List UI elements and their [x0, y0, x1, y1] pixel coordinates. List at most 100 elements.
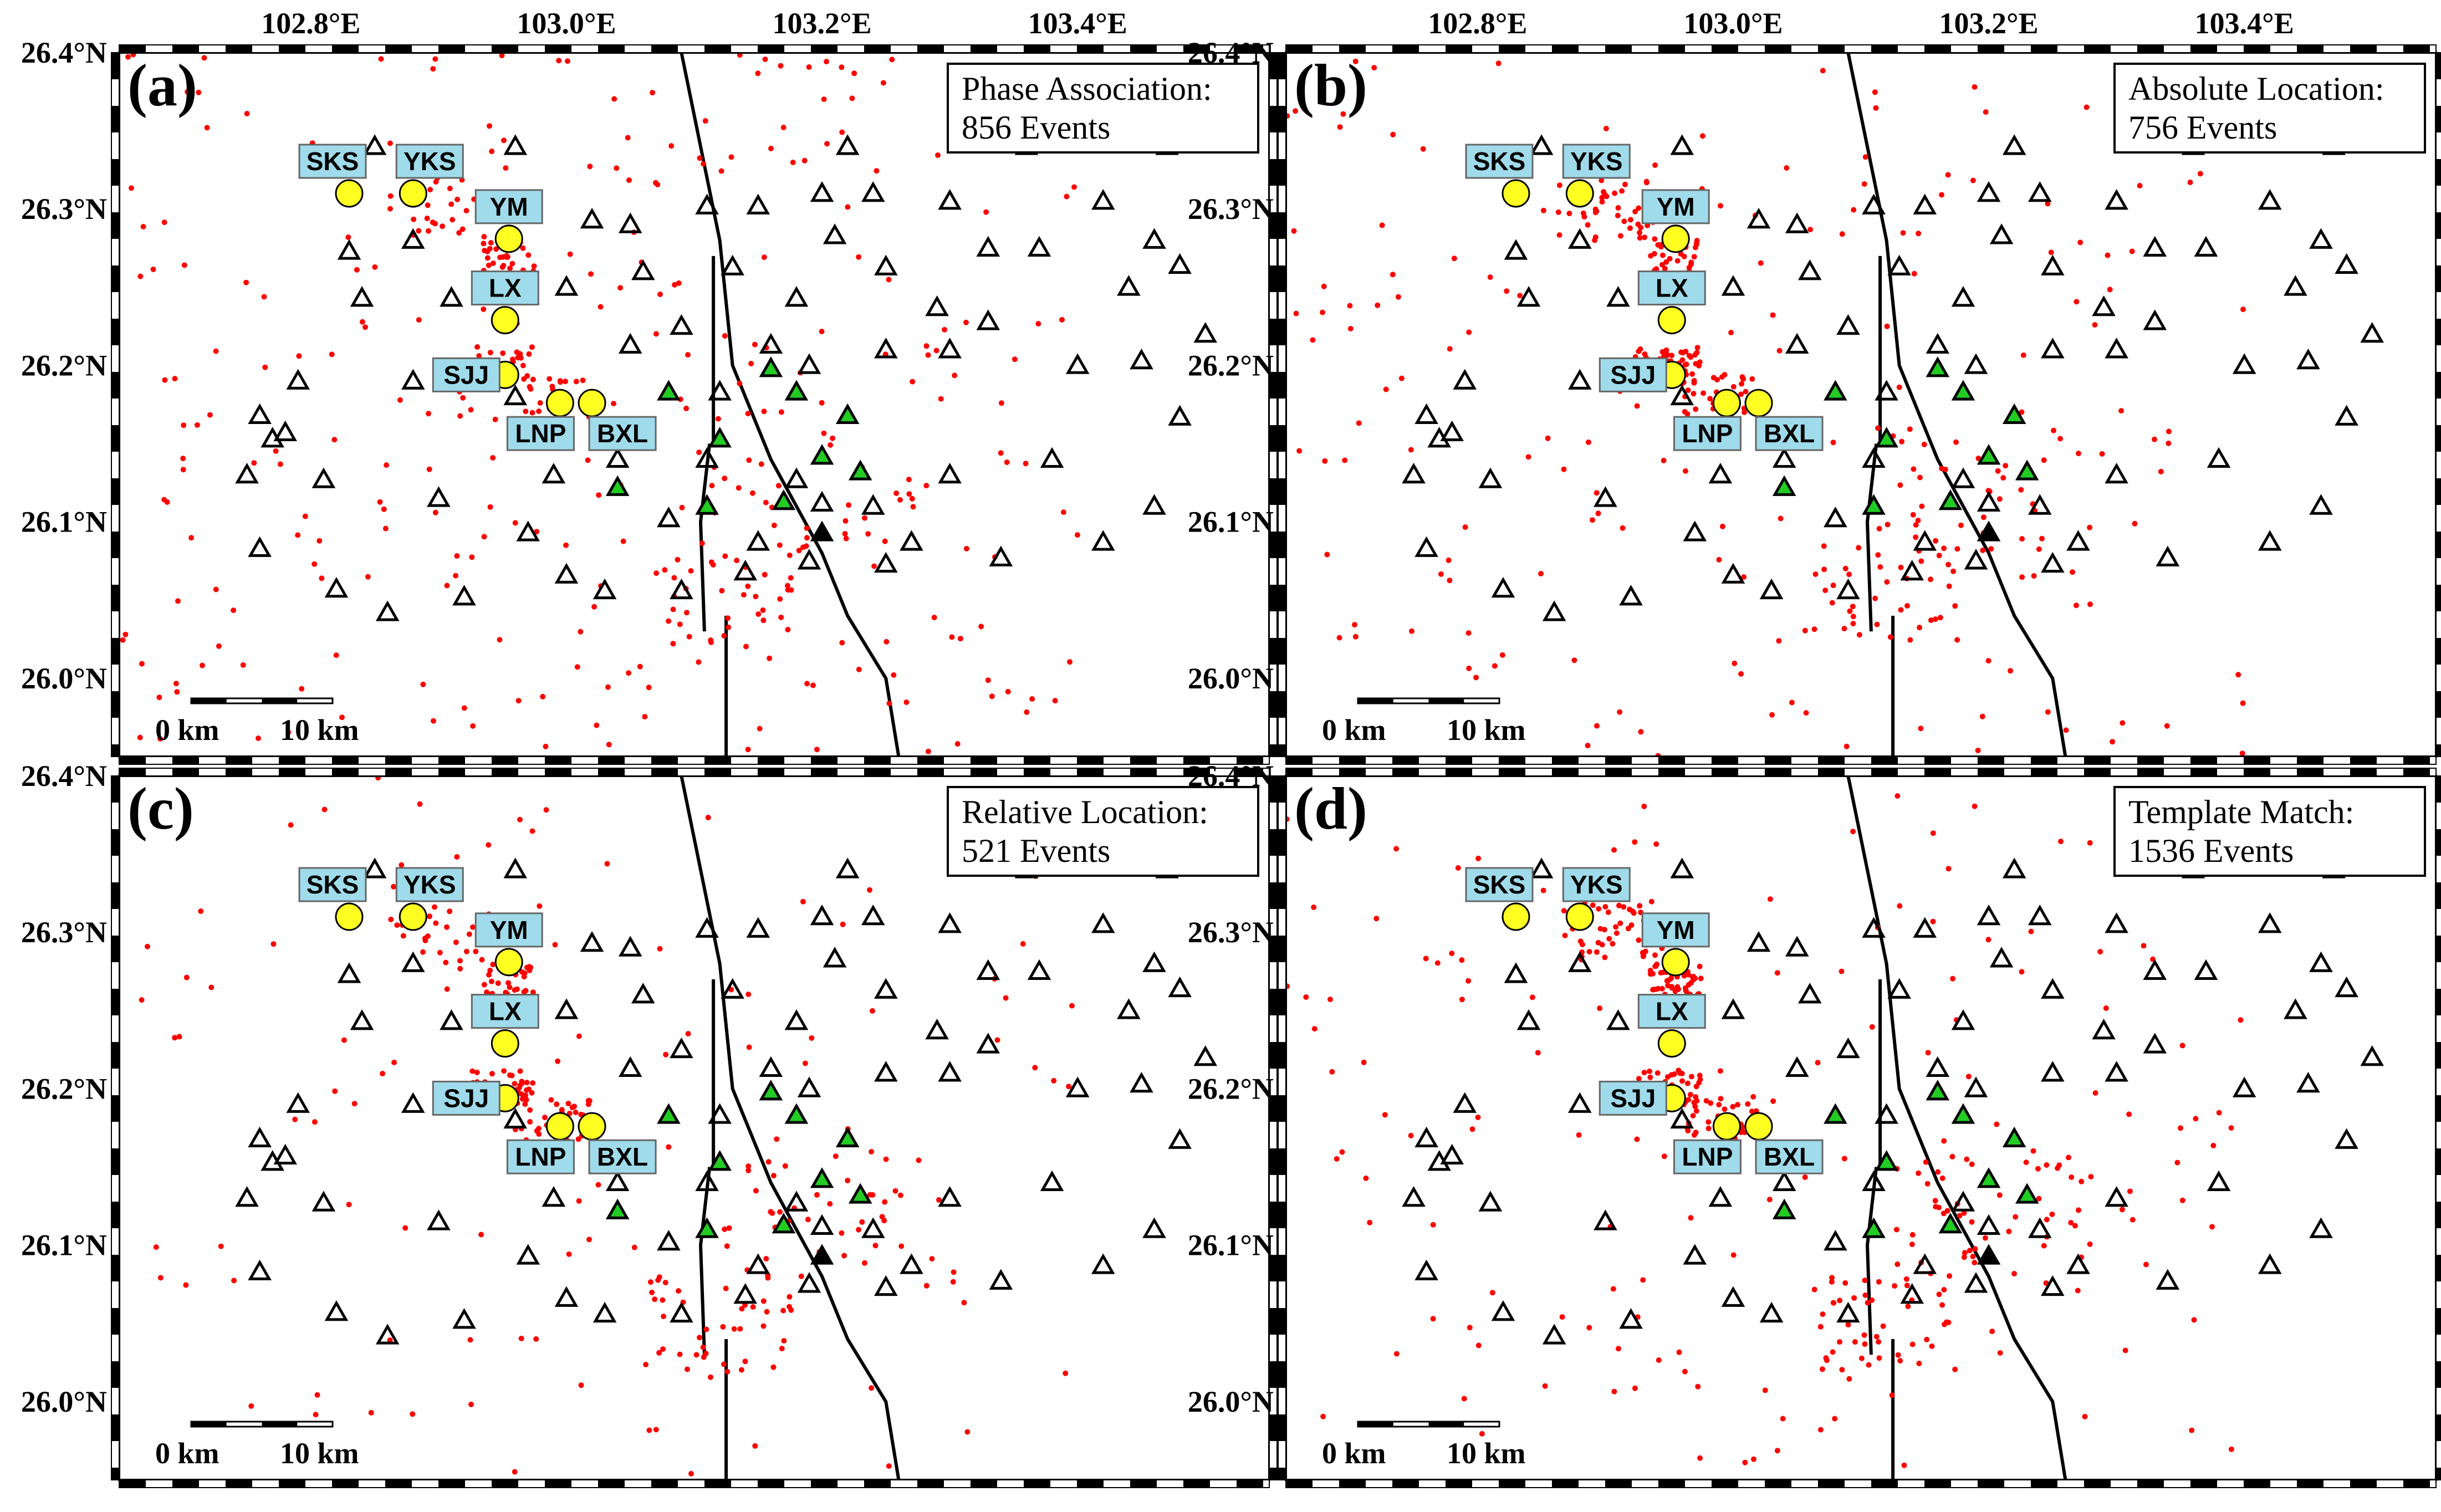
event-dot	[1830, 1349, 1836, 1355]
event-dot	[1595, 939, 1601, 946]
event-dot	[1815, 1060, 1821, 1066]
event-dot	[1465, 978, 1472, 984]
event-dot	[770, 1364, 777, 1370]
event-dot	[1691, 1100, 1697, 1106]
event-dot	[1652, 236, 1658, 242]
event-dot	[1556, 182, 1562, 188]
station-triangle-icon	[1862, 447, 1886, 468]
station-triangle-icon	[1670, 857, 1694, 878]
event-dot	[216, 643, 222, 649]
event-dot	[1770, 1098, 1776, 1104]
station-triangle-icon	[1567, 369, 1592, 390]
station-triangle-icon	[2335, 253, 2358, 274]
fault-line	[1866, 443, 1878, 632]
event-dot	[1842, 565, 1848, 571]
event-dot	[696, 659, 702, 665]
station-triangle-icon	[2002, 857, 2026, 878]
event-dot	[1655, 985, 1661, 992]
station-triangle-icon	[1862, 193, 1886, 214]
event-dot	[604, 861, 610, 867]
event-dot	[1983, 109, 1989, 115]
event-dot	[455, 196, 461, 202]
event-dot	[1900, 230, 1906, 236]
event-dot	[481, 982, 487, 988]
event-dot	[1928, 617, 1934, 623]
event-dot	[886, 277, 892, 283]
site-label: LNP	[515, 419, 566, 448]
event-dot	[381, 506, 387, 512]
station-triangle-icon	[784, 286, 809, 307]
event-dot	[311, 1119, 318, 1125]
site-label: SKS	[307, 147, 359, 176]
event-dot	[1916, 231, 1922, 237]
event-dot	[762, 571, 768, 578]
event-dot	[1964, 1156, 1970, 1162]
station-triangle-icon	[1117, 998, 1141, 1019]
event-dot	[1932, 616, 1938, 622]
event-dot	[244, 111, 250, 116]
event-dot	[1679, 1078, 1685, 1084]
station-triangle-icon	[593, 578, 617, 600]
event-dot	[1051, 1077, 1057, 1084]
event-dot	[662, 1280, 668, 1285]
event-dot	[1475, 1115, 1481, 1120]
event-dot	[1669, 985, 1675, 991]
event-dot	[1064, 193, 1070, 200]
event-dot	[2083, 104, 2090, 110]
station-triangle-icon	[503, 1107, 528, 1129]
event-dot	[728, 154, 734, 160]
event-dot	[935, 152, 941, 158]
event-dot	[1930, 918, 1936, 924]
event-dot	[1776, 348, 1783, 354]
event-dot	[1874, 621, 1880, 627]
event-dot	[129, 185, 134, 191]
station-triangle-icon	[1091, 912, 1115, 933]
event-dot	[684, 610, 690, 616]
event-dot	[1562, 932, 1568, 938]
event-dot	[1905, 1304, 1911, 1309]
station-triangle-icon	[1977, 181, 2001, 202]
event-dot	[1936, 1291, 1942, 1298]
event-dot	[1420, 146, 1426, 152]
event-dot	[1889, 1392, 1895, 1398]
lat-tick-label: 26.2°N	[1188, 349, 1274, 382]
station-triangle-icon	[2284, 998, 2307, 1019]
event-dot	[426, 466, 432, 472]
event-dot	[1676, 1349, 1682, 1355]
event-dot	[432, 509, 438, 515]
station-triangle-icon	[2360, 1045, 2384, 1066]
event-dot	[1690, 1113, 1696, 1118]
event-dot	[440, 223, 446, 229]
site-marker-icon	[1744, 389, 1773, 417]
event-dot	[1466, 665, 1472, 671]
event-dot	[1602, 954, 1608, 961]
map-frame-border	[111, 44, 1278, 765]
station-triangle-icon	[976, 236, 1000, 257]
station-triangle-icon	[1964, 549, 1988, 570]
event-dot	[425, 202, 431, 208]
station-triangle-icon	[861, 904, 885, 926]
station-triangle-icon	[631, 259, 655, 280]
event-dot	[567, 251, 573, 257]
station-triangle-icon	[1759, 578, 1784, 600]
event-dot	[1492, 663, 1498, 669]
station-triangle-icon	[1168, 976, 1192, 998]
event-dot	[931, 615, 937, 621]
event-dot	[671, 575, 677, 581]
station-triangle-icon	[1130, 1071, 1153, 1093]
event-dot	[862, 515, 867, 521]
event-dot	[1052, 698, 1058, 704]
event-dot	[2122, 1347, 2128, 1353]
event-dot	[1602, 904, 1608, 910]
station-triangle-filled-icon	[1977, 1244, 2001, 1265]
station-triangle-icon	[2092, 1018, 2116, 1040]
event-dot	[742, 1358, 748, 1365]
station-triangle-icon	[1964, 1272, 1988, 1293]
event-dot	[565, 58, 570, 64]
event-dot	[720, 1324, 726, 1330]
event-dot	[851, 70, 857, 76]
event-dot	[1636, 1076, 1642, 1082]
event-dot	[497, 637, 503, 643]
event-dot	[746, 1044, 752, 1050]
event-dot	[1774, 1448, 1780, 1454]
